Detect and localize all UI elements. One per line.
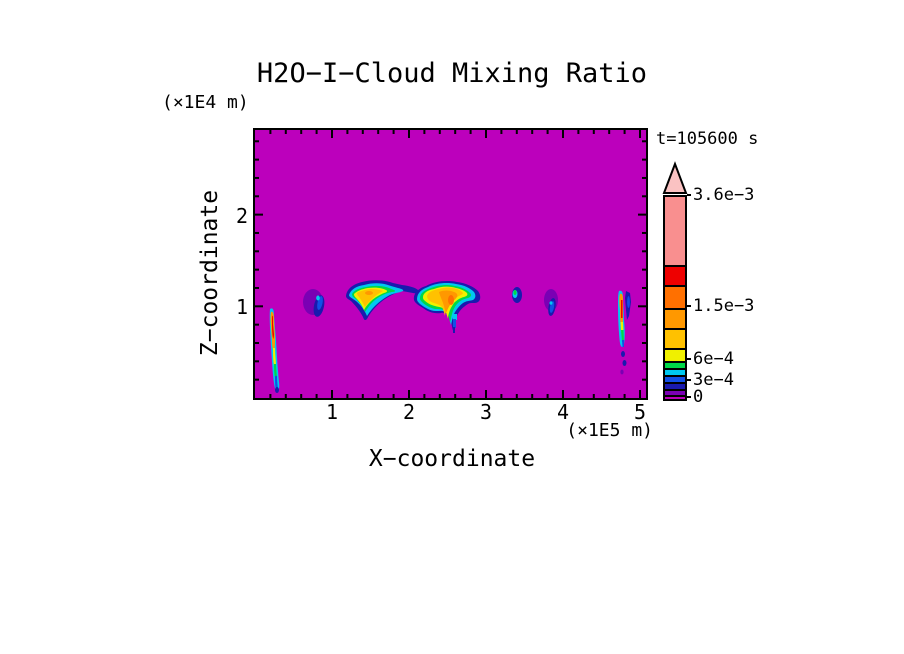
right-plume-red — [621, 300, 623, 318]
right-plume-speck2 — [622, 360, 627, 366]
colorbar-level-label: 3e−4 — [693, 370, 734, 390]
colorbar-segment — [665, 308, 685, 328]
right-plume-yellow — [620, 322, 624, 332]
colorbar-level-label: 3.6e−3 — [693, 185, 755, 205]
colorbar-level-tick — [687, 358, 691, 360]
x-tick-label: 3 — [479, 400, 492, 424]
small-cell2-cyan — [549, 301, 553, 305]
small-cell1-green — [513, 290, 517, 295]
colorbar-level-label: 1.5e−3 — [693, 296, 755, 316]
left-plume-navy-tip — [275, 387, 279, 393]
colorbar — [663, 195, 687, 401]
colorbar-level-tick — [687, 396, 691, 398]
x-tick-label: 4 — [556, 400, 569, 424]
colorbar-segment — [665, 382, 685, 389]
colorbar-segment — [665, 368, 685, 375]
colorbar-segment — [665, 395, 685, 399]
colorbar-level-label: 6e−4 — [693, 349, 734, 369]
colorbar-level-label: 0 — [693, 387, 704, 407]
colorbar-segment — [665, 375, 685, 382]
chart-title: H2O−I−Cloud Mixing Ratio — [256, 58, 648, 89]
z-tick-label: 1 — [235, 295, 248, 320]
colorbar-segment — [665, 361, 685, 368]
colorbar-segment — [665, 389, 685, 395]
anvil-west-orange-patch — [365, 291, 373, 295]
anvil-central-tail-blue — [453, 319, 456, 328]
x-tick-label: 5 — [633, 400, 646, 424]
plot-area — [253, 128, 648, 400]
weak-cell-west-cyan — [316, 295, 320, 301]
colorbar-segment — [665, 348, 685, 361]
anvil-west-gold — [357, 289, 383, 307]
colorbar-segment — [665, 285, 685, 308]
left-plume-red — [272, 315, 274, 339]
right-plume-blue-inner — [627, 296, 630, 308]
cloud-features — [269, 280, 631, 393]
z-tick-label: 2 — [235, 203, 248, 228]
z-axis-unit-label: (×1E4 m) — [162, 92, 249, 113]
colorbar-overflow-arrow — [662, 161, 688, 194]
anvil-central-orange-deep — [448, 295, 454, 305]
colorbar-level-tick — [687, 379, 691, 381]
x-tick-label: 1 — [325, 400, 338, 424]
colorbar-segment — [665, 197, 685, 265]
tick-marks-layer — [255, 130, 646, 398]
colorbar-segment — [665, 265, 685, 285]
anvil-central-tail-cyan — [452, 314, 457, 320]
colorbar-level-tick — [687, 305, 691, 307]
x-axis-label: X−coordinate — [368, 446, 536, 472]
plot-svg — [255, 130, 646, 398]
x-tick-label: 2 — [402, 400, 415, 424]
time-label: t=105600 s — [656, 129, 759, 149]
right-plume-green — [621, 330, 624, 342]
left-plume-green — [274, 364, 277, 378]
right-plume-speck3 — [620, 369, 624, 375]
right-plume-blue-tip — [622, 340, 624, 347]
left-plume-yellow — [273, 348, 276, 366]
z-axis-label: Z−coordinate — [197, 189, 223, 357]
colorbar-level-tick — [687, 194, 691, 196]
anvil-central-tail-navy — [453, 327, 455, 333]
x-axis-unit-label: (×1E5 m) — [566, 420, 653, 441]
colorbar-segment — [665, 328, 685, 348]
right-plume-speck1 — [621, 351, 625, 357]
